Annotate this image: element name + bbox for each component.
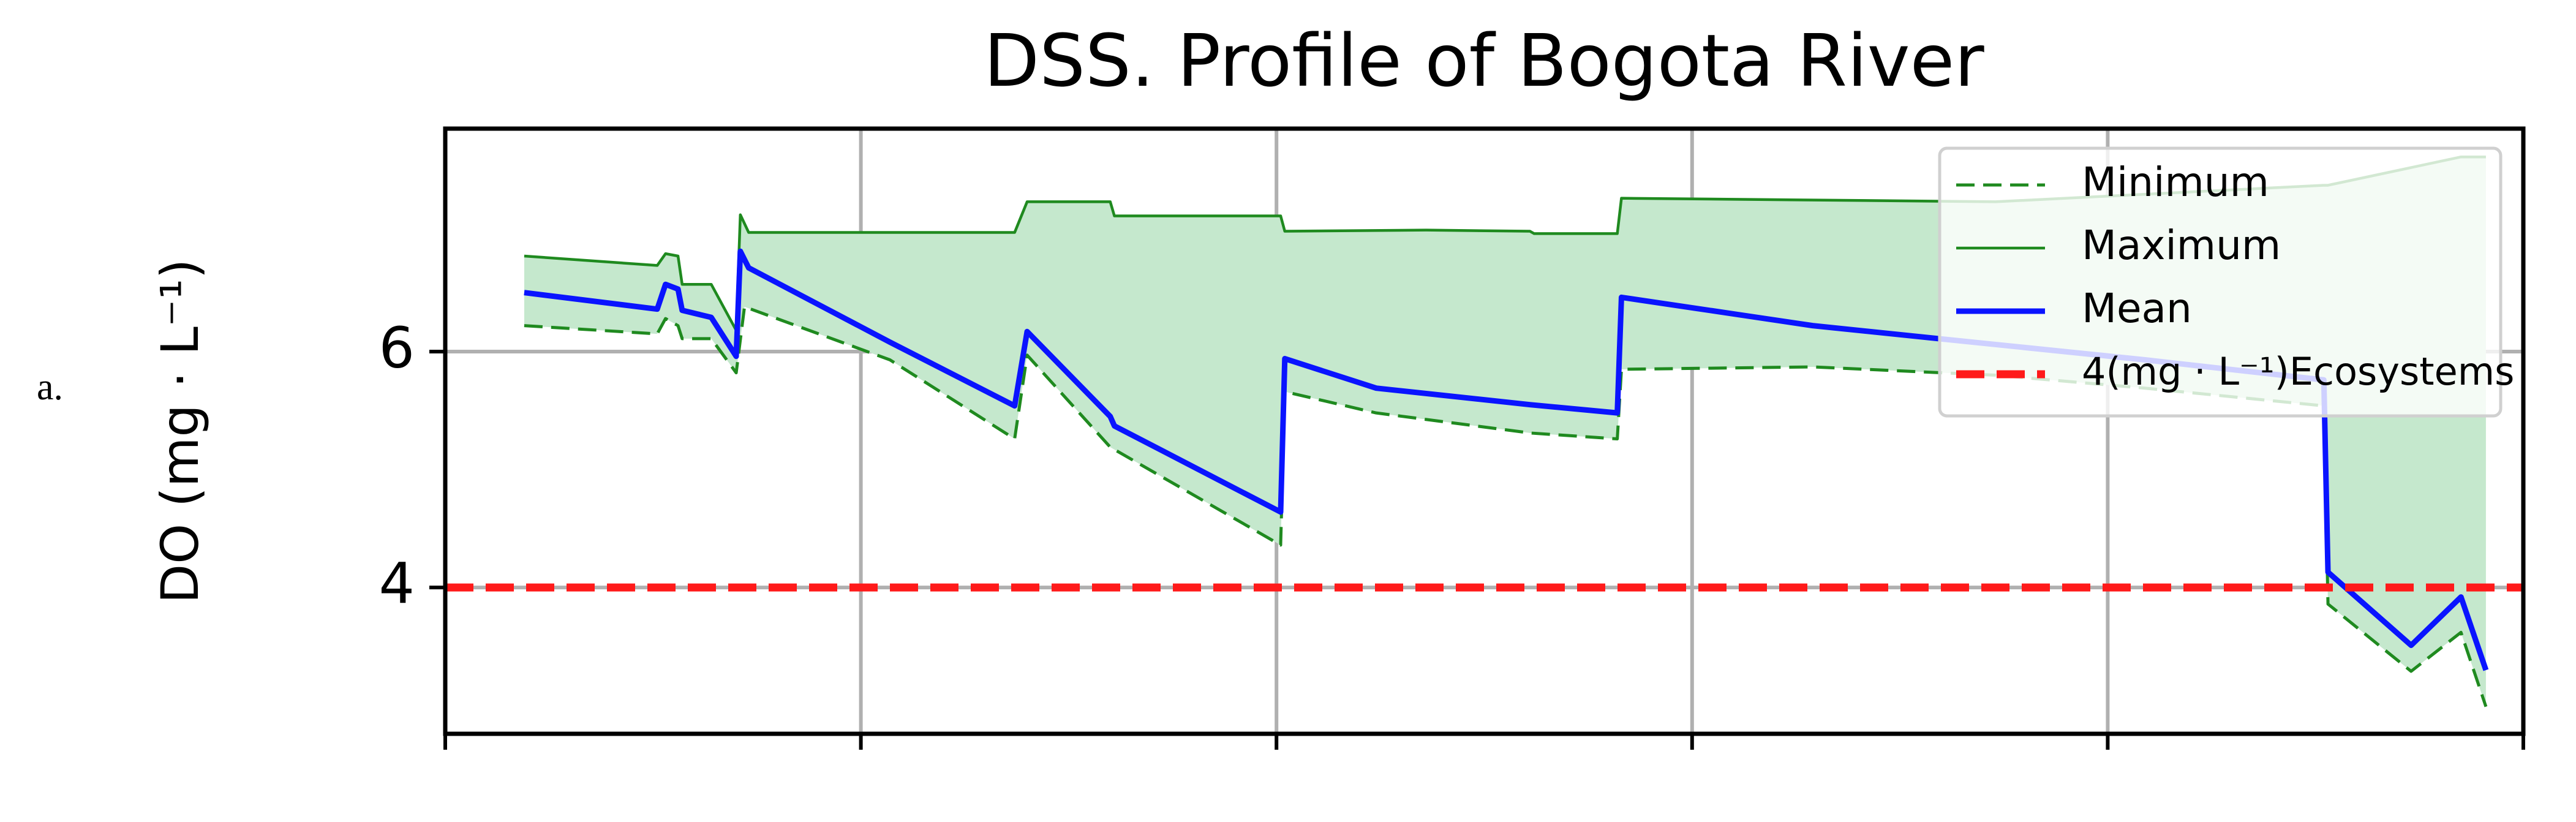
y-tick-label: 6 bbox=[378, 315, 415, 380]
legend-label: Maximum bbox=[2082, 222, 2281, 269]
chart-title: DSS. Profile of Bogota River bbox=[984, 18, 1984, 103]
panel-label: a. bbox=[37, 366, 63, 408]
legend-box bbox=[1938, 146, 2503, 418]
y-tick-label: 4 bbox=[378, 551, 415, 617]
y-axis-label: DO (mg · L⁻¹) bbox=[150, 258, 210, 603]
plot-frame bbox=[443, 126, 2526, 736]
legend-label: Mean bbox=[2082, 285, 2192, 332]
legend-label: Minimum bbox=[2082, 159, 2269, 206]
legend: Minimum Maximum Mean 4(mg · L⁻¹)Ecosystems bbox=[1938, 146, 2514, 418]
legend-label: 4(mg · L⁻¹)Ecosystems bbox=[2082, 349, 2514, 394]
